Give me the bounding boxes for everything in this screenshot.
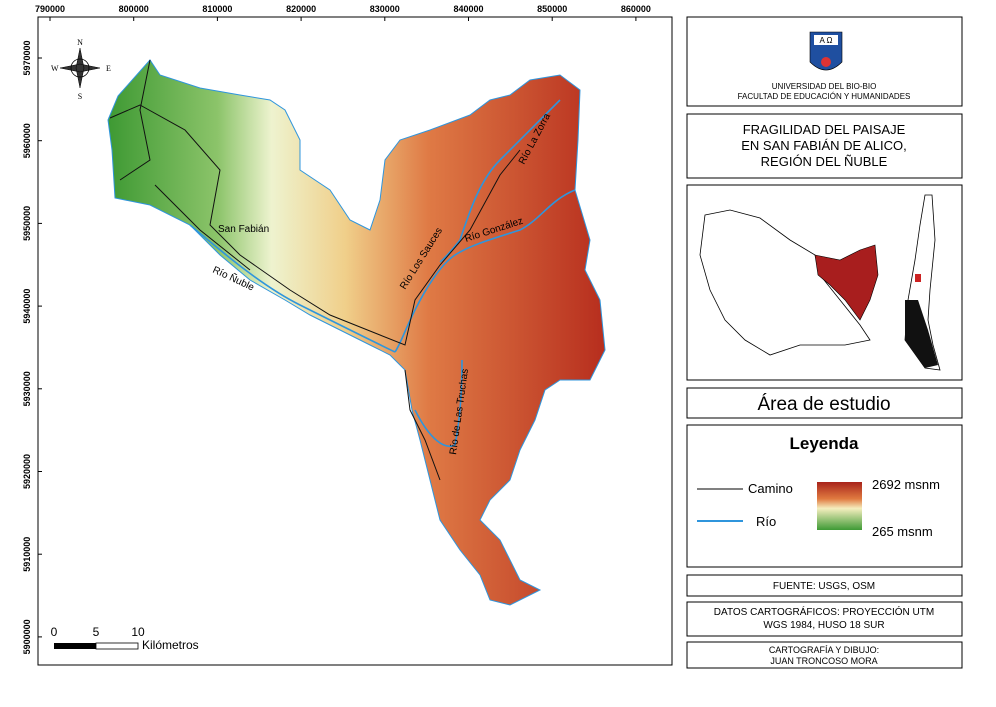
legend-item: Camino (748, 481, 793, 496)
x-tick-label: 810000 (202, 4, 232, 14)
x-tick-label: 820000 (286, 4, 316, 14)
credits-line: JUAN TRONCOSO MORA (770, 656, 877, 666)
river (414, 359, 463, 447)
cartographic-line: DATOS CARTOGRÁFICOS: PROYECCIÓN UTM (714, 605, 934, 618)
compass-w: W (51, 64, 59, 73)
cartographic-box (686, 601, 963, 637)
title-line: EN SAN FABIÁN DE ALICO, (741, 138, 906, 153)
x-tick-label: 800000 (119, 4, 149, 14)
compass: N S E W (51, 38, 111, 101)
y-tick-label: 5910000 (22, 537, 32, 572)
logo-band (814, 35, 838, 45)
y-tick-label: 5950000 (22, 206, 32, 241)
logo-emblem (821, 57, 831, 67)
x-tick-label: 840000 (453, 4, 483, 14)
credits-line: CARTOGRAFÍA Y DIBUJO: (769, 645, 879, 655)
river (189, 224, 396, 353)
scale-tick-label: 5 (93, 625, 100, 639)
title-line: FRAGILIDAD DEL PAISAJE (743, 122, 906, 137)
scale-tick-label: 0 (51, 625, 58, 639)
x-tick-label: 830000 (370, 4, 400, 14)
road (404, 369, 441, 481)
x-tick-label: 850000 (537, 4, 567, 14)
x-tick-label: 790000 (35, 4, 65, 14)
compass-s: S (78, 92, 82, 101)
scale-bar: Kilómetros 0 5 10 (51, 625, 199, 652)
place-label: San Fabián (218, 224, 269, 235)
title-box (686, 113, 963, 179)
elevation-ramp (817, 482, 862, 530)
study-area-inset (814, 244, 879, 321)
cartographic-line: WGS 1984, HUSO 18 SUR (763, 620, 884, 631)
legend-title: Leyenda (790, 434, 860, 453)
legend-min: 265 msnm (872, 524, 933, 539)
compass-n: N (77, 38, 83, 47)
y-tick-label: 5900000 (22, 619, 32, 654)
x-tick-label: 860000 (621, 4, 651, 14)
y-tick-label: 5970000 (22, 40, 32, 75)
region-marker (915, 274, 921, 282)
credits-box (686, 641, 963, 669)
study-area-label: Área de estudio (757, 394, 890, 415)
title-line: REGIÓN DEL ÑUBLE (761, 154, 888, 169)
road (109, 104, 521, 346)
scale-tick-label: 10 (131, 625, 145, 639)
legend-max: 2692 msnm (872, 477, 940, 492)
road (119, 59, 251, 271)
legend-item: Río (756, 514, 776, 529)
y-tick-label: 5960000 (22, 123, 32, 158)
region-outline (699, 209, 871, 356)
source: FUENTE: USGS, OSM (773, 581, 875, 592)
y-tick-label: 5940000 (22, 289, 32, 324)
scale-unit: Kilómetros (142, 638, 199, 652)
logo-text: A Ω (819, 36, 832, 45)
compass-e: E (106, 64, 111, 73)
graticule: 790000 800000 810000 820000 830000 840000 8500… (22, 4, 651, 654)
river (439, 99, 561, 263)
study-area-box (686, 387, 963, 419)
institution: UNIVERSIDAD DEL BIO-BIO (772, 82, 877, 91)
source-box (686, 574, 963, 597)
river (394, 189, 576, 353)
country-south (905, 300, 938, 368)
faculty: FACULTAD DE EDUCACIÓN Y HUMANIDADES (738, 92, 911, 101)
y-tick-label: 5920000 (22, 454, 32, 489)
y-tick-label: 5930000 (22, 371, 32, 406)
